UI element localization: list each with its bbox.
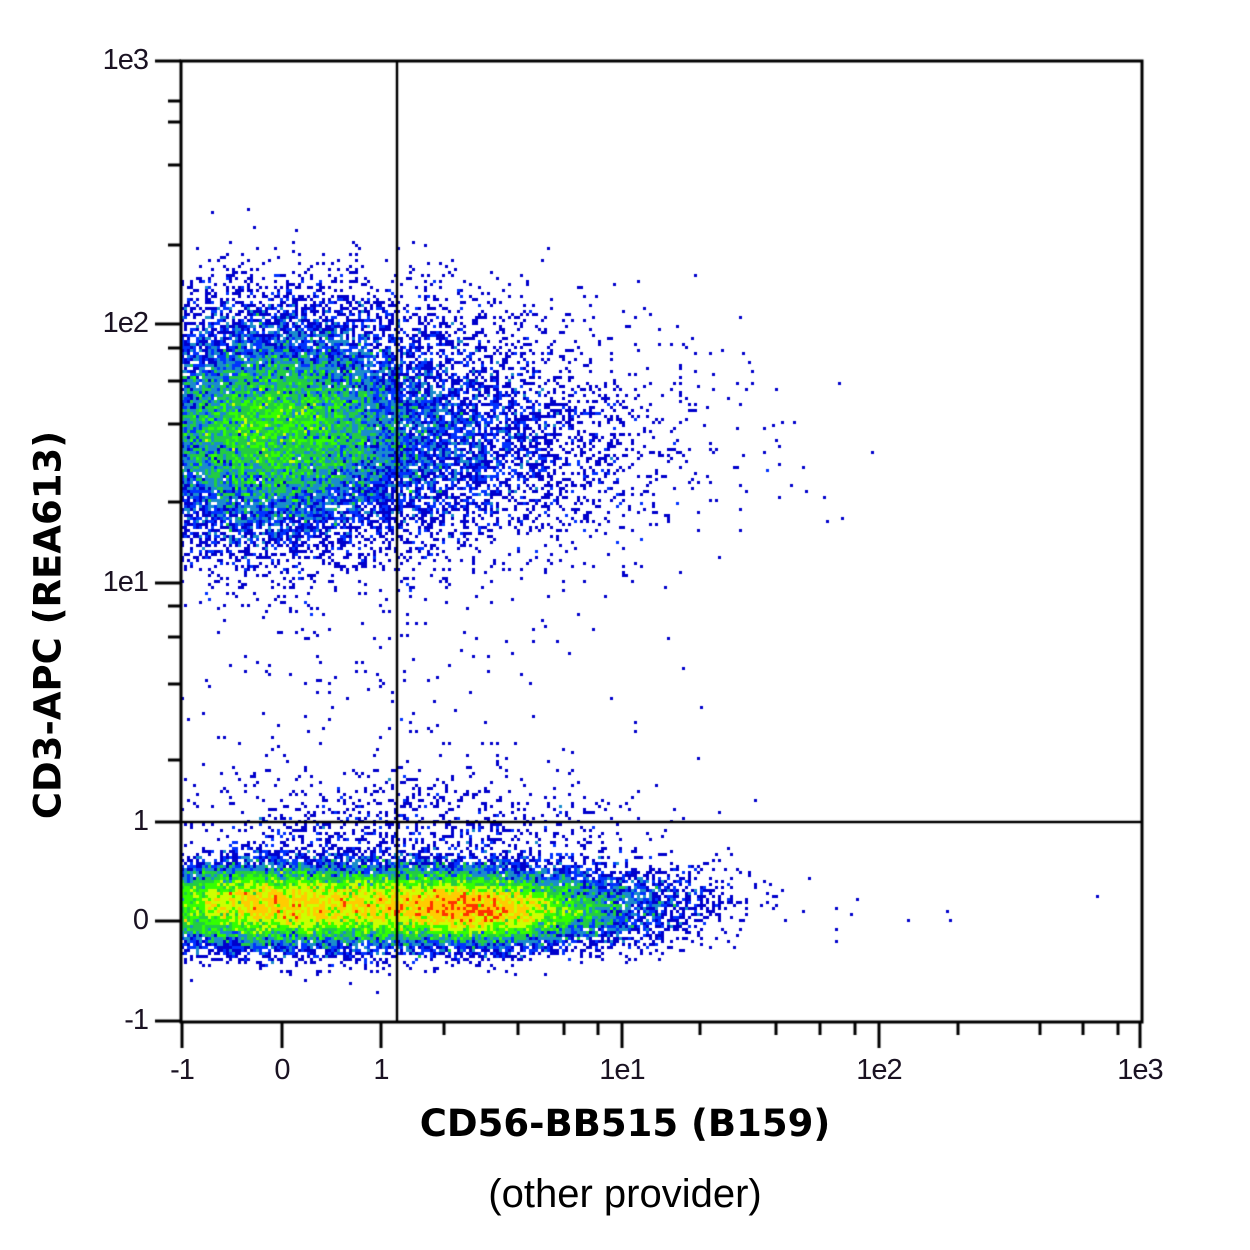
x-tick-label: 1e1: [599, 1054, 645, 1086]
y-tick-label: -1: [124, 1004, 149, 1036]
x-axis-title: CD56-BB515 (B159): [419, 1102, 831, 1145]
y-axis-title: CD3-APC (REA613): [26, 430, 70, 820]
x-axis-subtitle: (other provider): [488, 1172, 762, 1216]
y-tick-label: 1e1: [102, 566, 149, 598]
x-tick-label: 1e2: [856, 1054, 902, 1086]
y-tick-label: 1: [132, 805, 149, 837]
y-tick-label: 1e3: [102, 44, 149, 76]
x-tick-label: 1: [373, 1054, 389, 1086]
x-tick-label: 1e3: [1117, 1054, 1163, 1086]
x-tick-label: -1: [170, 1054, 195, 1086]
y-tick-label: 1e2: [102, 307, 149, 339]
y-tick-label: 0: [132, 904, 149, 936]
x-tick-label: 0: [274, 1054, 290, 1086]
